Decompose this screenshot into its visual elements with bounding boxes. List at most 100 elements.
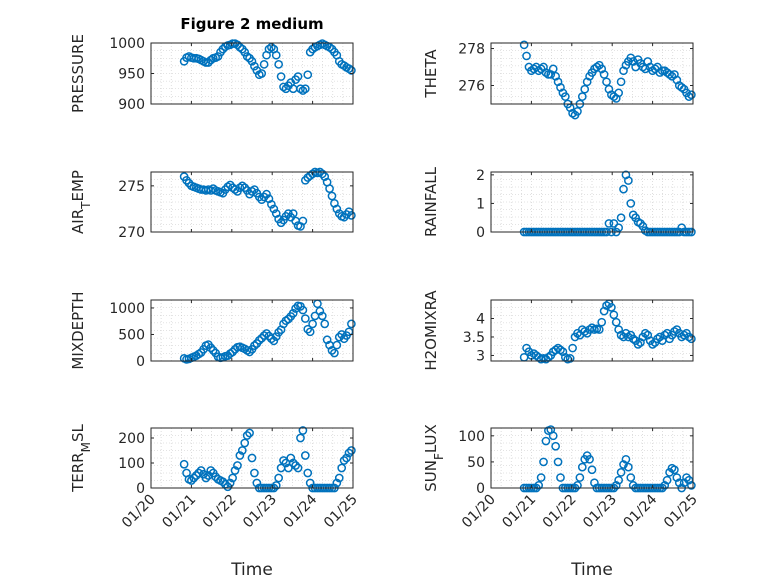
data-point	[235, 451, 245, 460]
data-point	[250, 61, 259, 71]
data-point	[347, 211, 356, 220]
data-point	[206, 343, 216, 353]
data-point	[264, 44, 274, 54]
data-point	[267, 42, 276, 52]
data-point	[611, 317, 621, 327]
y-tick-label: 4	[476, 311, 485, 327]
data-point	[325, 42, 334, 52]
data-point	[254, 335, 264, 345]
data-point	[541, 436, 551, 446]
y-tick-label: 200	[118, 431, 145, 447]
data-point	[616, 213, 626, 223]
data-point	[305, 478, 315, 488]
y-tick-label: 0	[136, 481, 145, 497]
data-point	[259, 60, 269, 69]
x-tick-label: 01/23	[240, 492, 280, 532]
data-point	[624, 176, 633, 185]
data-point	[687, 334, 696, 344]
y-tick-label: 50	[467, 455, 485, 471]
data-point	[342, 453, 351, 463]
data-point	[626, 199, 636, 208]
y-axis-label: MIXDEPTH	[69, 291, 87, 369]
data-point	[619, 460, 628, 469]
y-axis-label: H2OMIXRA	[422, 290, 440, 371]
data-point	[279, 456, 288, 465]
data-point	[609, 310, 619, 320]
data-point	[580, 84, 590, 94]
y-tick-label: 0	[476, 481, 485, 497]
data-point	[250, 468, 259, 478]
x-tick-label: 01/22	[540, 492, 580, 532]
data-point	[602, 77, 611, 87]
y-tick-label: 500	[118, 327, 145, 343]
data-point	[590, 478, 599, 488]
data-point	[633, 340, 643, 349]
data-point	[303, 70, 313, 80]
data-point	[242, 431, 252, 440]
data-point	[560, 92, 570, 101]
data-point	[556, 473, 565, 482]
y-tick-label: 100	[118, 456, 145, 472]
data-point	[616, 467, 626, 477]
data-point	[662, 475, 672, 485]
data-point	[271, 332, 281, 341]
axes-box	[490, 299, 694, 362]
data-point	[616, 77, 626, 87]
data-point	[539, 457, 548, 467]
data-point	[208, 346, 218, 355]
data-point	[206, 55, 216, 65]
data-point	[687, 481, 696, 490]
data-point	[240, 47, 250, 57]
data-point	[288, 458, 298, 468]
axes-box	[150, 171, 354, 233]
data-point	[568, 108, 577, 118]
y-tick-label: 2	[476, 168, 485, 184]
data-point	[296, 84, 305, 94]
data-point	[298, 305, 308, 315]
y-tick-label: 3	[476, 348, 485, 364]
data-point	[213, 52, 223, 61]
data-point	[587, 465, 597, 475]
data-point	[631, 213, 640, 223]
data-point	[330, 348, 339, 358]
data-point	[245, 428, 254, 438]
axes-box	[490, 42, 694, 105]
y-axis-label: AIRTEMP	[69, 170, 93, 234]
data-point	[269, 204, 279, 214]
data-point	[660, 481, 670, 490]
data-point	[609, 219, 619, 228]
data-point	[267, 199, 276, 209]
data-point	[204, 58, 213, 67]
data-point	[235, 42, 245, 52]
data-point	[296, 433, 305, 443]
x-axis-label: Time	[570, 560, 613, 580]
data-point	[332, 204, 342, 214]
y-axis-label: TERRMSL	[69, 423, 93, 492]
y-tick-label: 0	[136, 354, 145, 370]
data-point	[303, 324, 313, 334]
data-point	[334, 473, 344, 483]
data-point	[534, 481, 544, 490]
data-point	[577, 92, 587, 101]
data-point	[638, 221, 648, 231]
data-point	[225, 478, 235, 488]
x-tick-label: 01/24	[621, 491, 661, 531]
data-point	[687, 90, 696, 100]
data-point	[257, 69, 267, 78]
y-tick-label: 900	[118, 97, 145, 113]
data-point	[300, 451, 310, 460]
data-point	[653, 334, 662, 344]
data-point	[672, 473, 682, 482]
y-tick-label: 0	[476, 225, 485, 241]
y-tick-label: 278	[458, 42, 485, 58]
x-tick-label: 01/21	[159, 492, 199, 532]
data-point	[337, 463, 347, 473]
data-point	[250, 341, 259, 350]
data-point	[230, 466, 240, 475]
data-point	[332, 340, 342, 350]
data-point	[677, 223, 687, 233]
data-point	[594, 325, 604, 334]
data-point	[300, 314, 310, 323]
y-axis-label: PRESSURE	[69, 34, 87, 113]
data-point	[305, 327, 315, 337]
